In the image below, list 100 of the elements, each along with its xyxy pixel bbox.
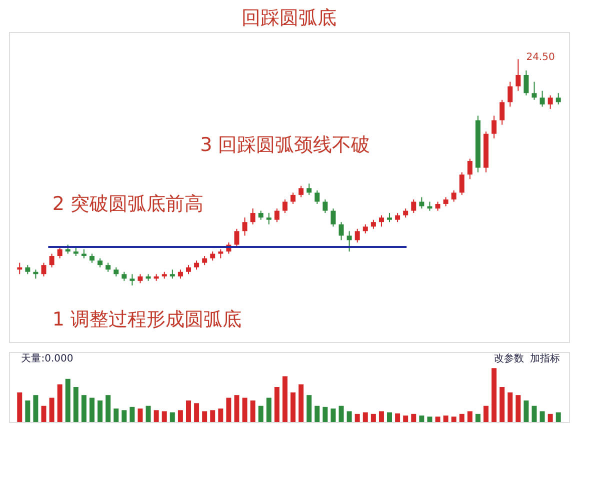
bar (346, 411, 352, 422)
bar (17, 392, 22, 422)
annotation: 3 回踩圆弧颈线不破 (200, 134, 370, 156)
bar (500, 387, 505, 422)
candlestick (362, 224, 368, 234)
candlestick (202, 256, 208, 266)
bar (81, 395, 86, 422)
candlestick (403, 208, 408, 218)
bar (387, 412, 392, 422)
bar (306, 395, 312, 422)
candlestick (138, 274, 143, 284)
candlestick (492, 115, 497, 139)
candlestick (65, 244, 70, 254)
bar (427, 416, 432, 422)
bar (362, 412, 368, 422)
candlestick (427, 201, 432, 212)
candlestick (41, 262, 46, 277)
bar (41, 406, 46, 422)
candlestick (178, 269, 183, 280)
candlestick (266, 212, 272, 225)
bar (290, 392, 296, 422)
bar (114, 408, 119, 422)
bar (492, 368, 497, 422)
bar (162, 411, 167, 422)
candlestick (516, 58, 521, 92)
bar (186, 400, 191, 422)
bar (411, 414, 416, 422)
candlestick (274, 208, 280, 223)
candlestick (98, 258, 103, 268)
candlestick (282, 198, 288, 214)
candlestick (170, 269, 175, 280)
candlestick (210, 250, 216, 262)
bar (194, 403, 200, 422)
bar (354, 414, 360, 422)
bar (33, 395, 38, 422)
bar (202, 411, 208, 422)
candlestick (57, 246, 62, 259)
bar (274, 387, 280, 422)
candlestick (419, 196, 424, 209)
candlestick (314, 190, 320, 204)
bar (516, 395, 521, 422)
bar (226, 398, 232, 422)
bar (443, 416, 448, 422)
candlestick (330, 208, 336, 228)
bar (548, 414, 553, 422)
bar (378, 411, 384, 422)
candlestick (532, 81, 537, 100)
candlestick (346, 230, 352, 252)
chart-title: 回踩圆弧底 (242, 7, 336, 29)
bar (484, 406, 489, 422)
bar (154, 410, 159, 422)
bar (65, 378, 70, 422)
bar (467, 411, 472, 422)
bar (210, 410, 216, 422)
bar (258, 406, 264, 422)
bar (106, 395, 111, 422)
annotation: 2 突破圆弧底前高 (52, 192, 204, 215)
annotation: 24.50 (526, 52, 555, 63)
candlestick (106, 262, 111, 272)
bar (508, 392, 513, 422)
candlestick (508, 81, 513, 108)
candlestick (524, 70, 529, 96)
text: 天量:0.000 (21, 353, 74, 364)
text: 1 调整过程形成圆弧底 (52, 308, 242, 330)
candlestick (540, 90, 545, 108)
candlestick (443, 196, 448, 207)
bar (242, 398, 248, 422)
bar (370, 414, 376, 422)
candlestick (218, 248, 224, 259)
bar (395, 413, 400, 422)
bar (178, 410, 183, 422)
bar (403, 416, 408, 422)
bar (338, 406, 344, 422)
candlestick (451, 190, 456, 202)
candlestick (130, 274, 135, 286)
candlestick (548, 94, 553, 110)
bar (419, 416, 424, 422)
bar (282, 376, 288, 422)
bar (314, 406, 320, 422)
bar (459, 414, 464, 422)
candlestick (242, 217, 248, 236)
candlestick (459, 172, 464, 196)
candlestick (234, 228, 240, 248)
bar (451, 416, 456, 422)
bar (218, 408, 224, 422)
candlestick (122, 271, 127, 282)
text: 加指标 (530, 352, 560, 364)
candlestick (378, 214, 384, 228)
candlestick (387, 212, 392, 223)
candlestick (411, 198, 416, 214)
bar (556, 412, 561, 422)
bar (49, 398, 54, 422)
bar (57, 384, 62, 422)
candlestick (290, 192, 296, 204)
bar (122, 410, 127, 422)
bar (73, 387, 78, 422)
bar (540, 411, 545, 422)
bar (524, 400, 529, 422)
candlestick (354, 228, 360, 243)
bar (98, 400, 103, 422)
